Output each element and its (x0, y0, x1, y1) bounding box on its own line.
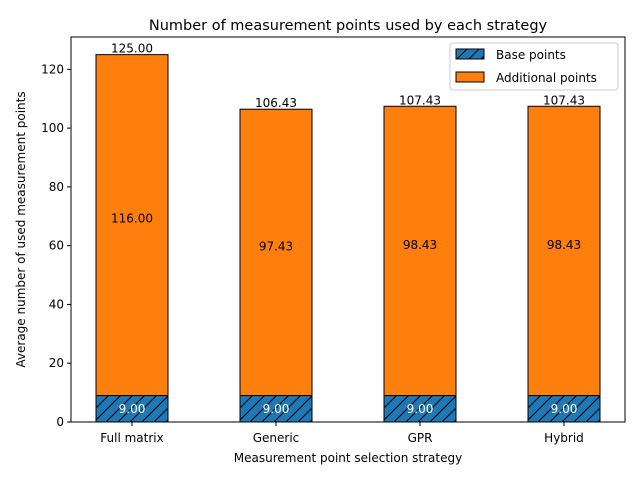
bar-additional-points-gpr (383, 105, 457, 397)
data-label-base-points-generic: 9.00 (263, 402, 290, 416)
bar-base-points-hatch-gpr (384, 395, 456, 422)
bar-additional-points-hybrid (527, 105, 601, 397)
data-label-additional-points-gpr: 98.43 (403, 238, 437, 252)
x-tick-label-generic: Generic (253, 431, 300, 445)
chart-title: Number of measurement points used by eac… (149, 18, 548, 34)
legend-swatch-additional-points (455, 71, 485, 83)
x-tick-label-gpr: GPR (408, 431, 433, 445)
bar-additional-points-generic (239, 108, 313, 397)
y-tick-label-0: 0 (56, 415, 64, 429)
x-tick-label-hybrid: Hybrid (544, 431, 584, 445)
y-tick-label-20: 20 (49, 356, 64, 370)
x-tick-label-full-matrix: Full matrix (100, 431, 163, 445)
legend: Base points Additional points (449, 42, 619, 91)
bar-base-points-hatch-hybrid (528, 395, 600, 422)
data-label-additional-points-full-matrix: 116.00 (111, 211, 153, 225)
bar-base-points-hatch-generic (240, 395, 312, 422)
y-axis: 0 20 40 60 80 100 120 (41, 62, 71, 429)
y-tick-label-80: 80 (49, 180, 64, 194)
legend-label-additional-points: Additional points (496, 71, 597, 85)
y-tick-label-60: 60 (49, 239, 64, 253)
legend-frame (449, 42, 619, 91)
data-label-total-full-matrix: 125.00 (111, 42, 153, 56)
data-label-base-points-full-matrix: 9.00 (119, 402, 146, 416)
bar-additional-points-full-matrix (95, 54, 169, 397)
y-tick-label-40: 40 (49, 297, 64, 311)
data-label-total-gpr: 107.43 (399, 93, 441, 107)
y-tick-label-100: 100 (41, 121, 64, 135)
plot-frame (70, 36, 626, 423)
data-label-total-generic: 106.43 (255, 96, 297, 110)
bar-base-points-hatch-full-matrix (96, 395, 168, 422)
x-axis-label: Measurement point selection strategy (234, 451, 462, 465)
data-label-additional-points-hybrid: 98.43 (547, 238, 581, 252)
y-tick-label-120: 120 (41, 62, 64, 76)
legend-label-base-points: Base points (496, 48, 566, 62)
x-axis: Full matrix Generic GPR Hybrid (100, 422, 584, 445)
plot-area: 9.00 116.00 125.00 9.00 97.43 106.43 9.00 98.43… (95, 42, 601, 423)
data-label-base-points-hybrid: 9.00 (551, 402, 578, 416)
data-label-additional-points-generic: 97.43 (259, 240, 293, 254)
data-label-base-points-gpr: 9.00 (407, 402, 434, 416)
y-axis-label: Average number of used measurement point… (14, 91, 28, 367)
legend-swatch-base-points-hatch (456, 49, 484, 59)
data-label-total-hybrid: 107.43 (543, 93, 585, 107)
